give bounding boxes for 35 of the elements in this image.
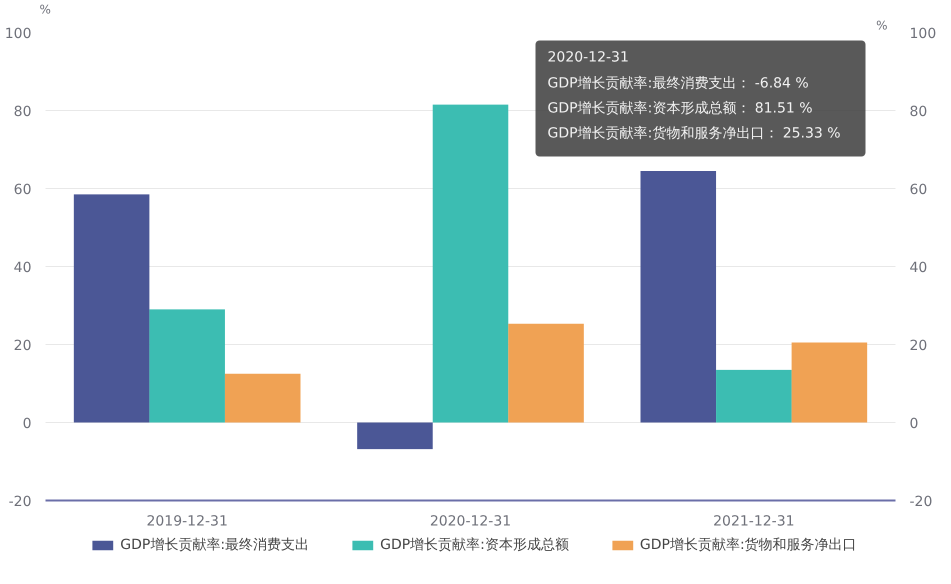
bar	[716, 370, 792, 422]
annotation: GDP增长贡献率:货物和服务净出口： 25.33 %	[548, 126, 841, 142]
bar	[640, 170, 716, 422]
x-tick-label: 2019-12-31	[146, 514, 228, 530]
y-tick-label: 100	[4, 26, 32, 42]
y2-axis-title: %	[876, 18, 888, 32]
y2-tick-label: -20	[910, 494, 932, 510]
y-tick-label: 0	[22, 416, 32, 432]
x-tick-label: 2021-12-31	[713, 514, 795, 530]
annotation: GDP增长贡献率:资本形成总额： 81.51 %	[548, 100, 813, 116]
bar	[432, 104, 508, 422]
y-tick-label: 20	[14, 338, 32, 354]
y2-tick-label: 20	[910, 338, 928, 354]
bar	[357, 422, 433, 450]
annotation: GDP增长贡献率:最终消费支出： -6.84 %	[548, 76, 809, 92]
y-tick-label: 80	[14, 104, 32, 120]
legend-label: GDP增长贡献率:最终消费支出	[120, 536, 310, 554]
y2-tick-label: 0	[910, 416, 918, 432]
y-tick-label: 40	[14, 260, 32, 276]
annotation: 2020-12-31	[548, 50, 629, 66]
bar	[792, 342, 868, 422]
legend-label: GDP增长贡献率:货物和服务净出口	[640, 536, 857, 554]
y2-tick-label: 80	[910, 104, 928, 120]
bar	[149, 309, 225, 422]
y-tick-label: 60	[14, 182, 32, 198]
y2-tick-label: 40	[910, 260, 928, 276]
y2-tick-label: 60	[910, 182, 928, 198]
y2-tick-label: 100	[910, 26, 936, 42]
bar	[224, 374, 300, 422]
legend-label: GDP增长贡献率:资本形成总额	[380, 536, 569, 554]
y-axis-title: %	[40, 2, 51, 16]
bar	[508, 324, 584, 422]
bar	[74, 194, 150, 422]
y-tick-label: -20	[8, 494, 32, 510]
x-tick-label: 2020-12-31	[430, 514, 512, 530]
